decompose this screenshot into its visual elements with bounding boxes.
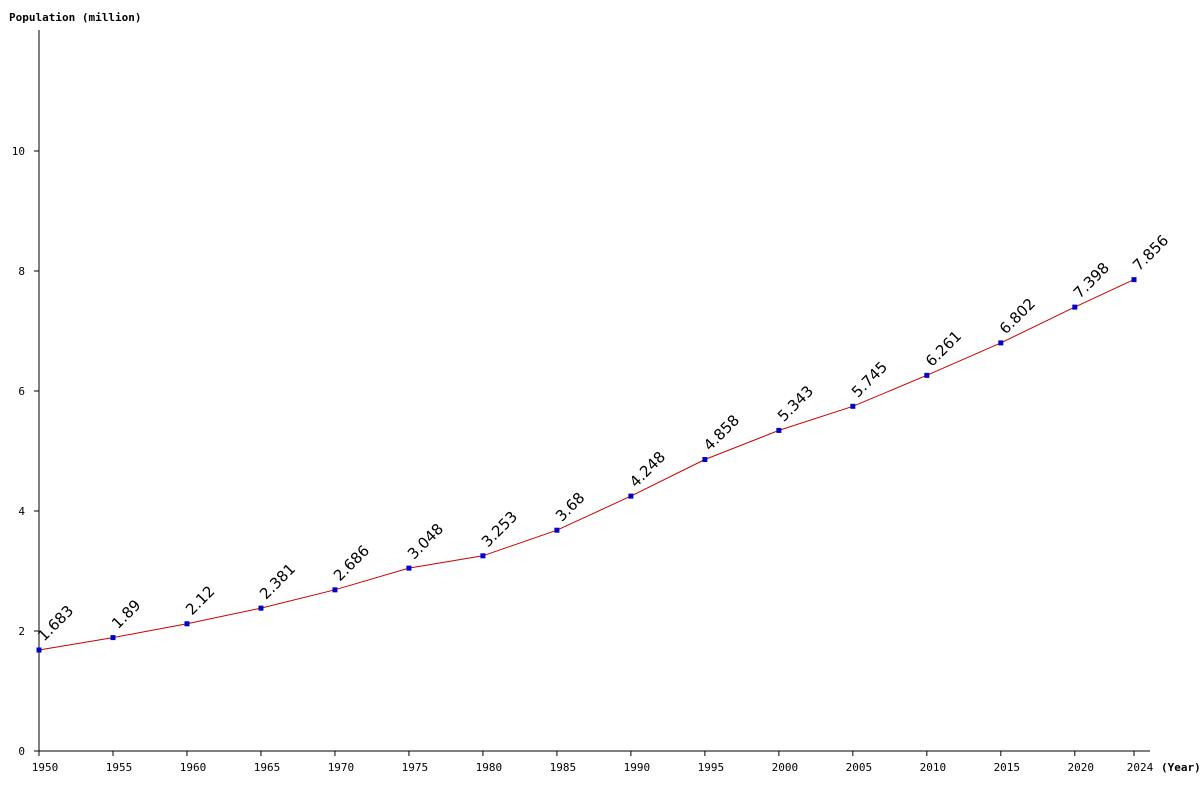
data-point-marker [776,427,782,433]
data-point-marker [406,565,412,571]
y-tick-label: 2 [18,625,25,638]
data-point-marker [480,553,486,559]
data-point-marker [628,493,634,499]
data-point-label: 5.745 [848,358,891,401]
data-point-marker [36,647,42,653]
data-point-marker [184,621,190,627]
y-tick-label: 4 [18,505,25,518]
data-point-marker [110,635,116,641]
series [38,279,1135,651]
data-point-marker [998,340,1004,346]
data-point-label: 2.12 [182,582,218,618]
data-point-marker [850,403,856,409]
data-point-marker [554,527,560,533]
x-tick-label: 2024 [1127,761,1154,774]
x-tick-label: 2020 [1068,761,1095,774]
data-point-label: 3.048 [404,520,447,563]
x-tick-label: 2005 [846,761,873,774]
data-labels: 1.683 1.89 2.12 2.381 2.686 3.048 3.253 3.68 4.2… [34,231,1172,644]
x-tick-label: 1960 [180,761,207,774]
x-tick-label: 1950 [32,761,59,774]
y-tick-label: 6 [18,385,25,398]
data-point-label: 7.398 [1070,259,1113,302]
data-point-marker [924,372,930,378]
data-point-label: 6.802 [996,295,1039,338]
x-tick-label: 2015 [994,761,1021,774]
data-point-marker [258,605,264,611]
population-line [38,279,1135,651]
data-point-marker [702,457,708,463]
data-point-marker [332,587,338,593]
data-point-label: 7.856 [1129,231,1172,274]
x-tick-label: 1970 [328,761,355,774]
x-tick-label: 1985 [550,761,577,774]
data-point-label: 1.683 [34,602,77,645]
data-point-label: 2.686 [330,542,373,585]
data-point-marker [1131,277,1137,283]
y-ticks: 0 2 4 6 8 10 [12,145,39,758]
data-point-label: 5.343 [774,382,817,425]
data-point-label: 6.261 [922,327,965,370]
data-point-label: 2.381 [256,560,299,603]
x-tick-label: 1995 [698,761,725,774]
data-point-label: 4.858 [700,411,743,454]
data-point-label: 4.248 [626,448,669,491]
data-point-marker [1072,304,1078,310]
data-point-label: 3.253 [478,508,521,551]
x-tick-label: 1990 [624,761,651,774]
y-tick-label: 10 [12,145,25,158]
markers [36,277,1137,653]
data-point-label: 3.68 [552,489,588,525]
data-point-label: 1.89 [108,596,144,632]
y-tick-label: 8 [18,265,25,278]
x-tick-label: 2010 [920,761,947,774]
y-tick-label: 0 [18,745,25,758]
x-tick-label: 1975 [402,761,429,774]
x-ticks: 1950 1955 1960 1965 1970 1975 1980 1985 1990 1995… [32,751,1154,774]
axes [38,30,1150,752]
x-tick-label: 1955 [106,761,133,774]
x-tick-label: 1980 [476,761,503,774]
x-tick-label: 2000 [772,761,799,774]
y-axis-title: Population (million) [9,11,141,24]
x-axis-title: (Year) [1161,761,1200,774]
x-tick-label: 1965 [254,761,281,774]
